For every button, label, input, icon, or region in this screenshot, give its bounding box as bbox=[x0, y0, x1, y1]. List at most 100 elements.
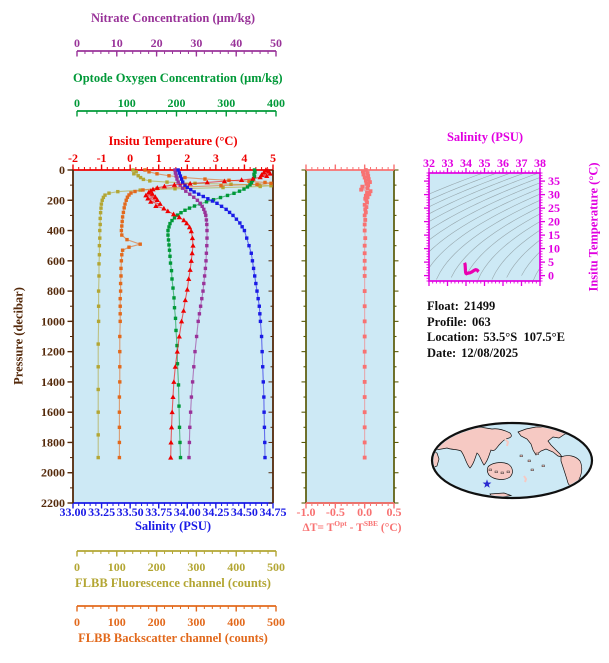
tick-label: 0 bbox=[74, 615, 80, 629]
location-label: Location: bbox=[427, 330, 479, 344]
tick-label: 100 bbox=[118, 96, 136, 110]
series-temperature bbox=[143, 167, 273, 460]
series-delta-t bbox=[359, 168, 373, 460]
fluorescence-axis: 0 100 200 300 400 500 bbox=[74, 550, 285, 574]
tick-label: 400 bbox=[227, 560, 245, 574]
tick-label: 34.50 bbox=[231, 505, 258, 519]
tick-label: 34.25 bbox=[202, 505, 229, 519]
tick-label: -1 bbox=[97, 151, 107, 165]
tick-label: 34.75 bbox=[260, 505, 287, 519]
tick-label: 33.25 bbox=[88, 505, 115, 519]
ts-temperature-axis-title: Insitu Temperature (°C) bbox=[586, 162, 601, 292]
float-value: 21499 bbox=[463, 299, 496, 313]
tick-label: 5 bbox=[270, 151, 276, 165]
tick-label: 300 bbox=[217, 96, 235, 110]
tick-label: 1 bbox=[156, 151, 162, 165]
tick-label: 35 bbox=[548, 174, 560, 188]
tick-label: 600 bbox=[47, 254, 65, 268]
tick-label: 0 bbox=[74, 560, 80, 574]
tick-label: 2200 bbox=[41, 496, 65, 510]
tick-label: 100 bbox=[108, 560, 126, 574]
tick-label: 100 bbox=[108, 615, 126, 629]
tick-label: 200 bbox=[148, 560, 166, 574]
tick-label: 1000 bbox=[41, 314, 65, 328]
series-salinity bbox=[176, 168, 267, 460]
tick-label: 1600 bbox=[41, 405, 65, 419]
delta-t-axis-title: ΔT= TOpt - TSBE (°C) bbox=[302, 519, 402, 534]
tick-label: 38 bbox=[534, 156, 546, 170]
tick-label: 10 bbox=[548, 242, 560, 256]
tick-label: 500 bbox=[267, 560, 285, 574]
tick-label: 32 bbox=[423, 156, 435, 170]
temperature-axis-title: Insitu Temperature (°C) bbox=[108, 134, 238, 148]
tick-label: 800 bbox=[47, 284, 65, 298]
nitrate-axis: 0 10 20 30 40 50 bbox=[74, 36, 282, 57]
float-location-star bbox=[482, 479, 492, 488]
density-contours bbox=[429, 173, 540, 281]
tick-label: 40 bbox=[230, 36, 242, 50]
tick-label: 37 bbox=[516, 156, 528, 170]
fluorescence-axis-title: FLBB Fluorescence channel (counts) bbox=[75, 576, 271, 590]
float-info-row: Profile: 063 bbox=[427, 315, 565, 331]
backscatter-axis-title: FLBB Backscatter channel (counts) bbox=[78, 631, 268, 645]
oxygen-axis-title: Optode Oxygen Concentration (μm/kg) bbox=[73, 71, 283, 85]
tick-label: 30 bbox=[190, 36, 202, 50]
tick-label: 3 bbox=[213, 151, 219, 165]
tick-label: 20 bbox=[151, 36, 163, 50]
tick-label: 4 bbox=[241, 151, 247, 165]
tick-label: 36 bbox=[497, 156, 509, 170]
ts-salinity-axis-title: Salinity (PSU) bbox=[446, 130, 524, 144]
tick-label: 50 bbox=[270, 36, 282, 50]
profile-label: Profile: bbox=[427, 314, 468, 329]
delta-t-bottom-axis: -1.0 -0.5 0.0 0.5 bbox=[297, 502, 402, 519]
profile-value: 063 bbox=[472, 314, 491, 329]
tick-label: 400 bbox=[227, 615, 245, 629]
salinity-axis-title: Salinity (PSU) bbox=[134, 519, 212, 533]
series-ts-curve bbox=[463, 261, 480, 276]
tick-label: 34.00 bbox=[174, 505, 201, 519]
tick-label: 2 bbox=[184, 151, 190, 165]
series-nitrate bbox=[173, 168, 209, 460]
tick-label: 400 bbox=[47, 224, 65, 238]
salinity-axis: 33.00 33.25 33.50 33.75 34.00 34.25 34.50 34.75 bbox=[60, 502, 287, 519]
pressure-axis-title: Pressure (decibar) bbox=[11, 287, 26, 385]
tick-label: 0 bbox=[59, 163, 65, 177]
tick-label: 1400 bbox=[41, 375, 65, 389]
tick-label: 0.0 bbox=[357, 505, 372, 519]
tick-label: 34 bbox=[460, 156, 472, 170]
date-value: 12/08/2025 bbox=[461, 345, 519, 360]
tick-label: 33.75 bbox=[145, 505, 172, 519]
tick-label: 25 bbox=[548, 201, 560, 215]
float-info-row: Location: 53.5°S 107.5°E bbox=[427, 330, 565, 346]
temperature-axis: -2 -1 0 1 2 3 4 5 bbox=[68, 151, 276, 171]
oxygen-axis: 0 100 200 300 400 bbox=[74, 96, 285, 117]
tick-label: 0 bbox=[74, 96, 80, 110]
float-info-block: Float: 21499 Profile: 063 Location: 53.5°S … bbox=[427, 299, 565, 361]
tick-label: 33.50 bbox=[117, 505, 144, 519]
tick-label: 500 bbox=[267, 615, 285, 629]
tick-label: 0.5 bbox=[387, 505, 402, 519]
delta-t-plot-area: -1.0 -0.5 0.0 0.5 bbox=[297, 164, 402, 519]
tick-label: 35 bbox=[479, 156, 491, 170]
tick-label: 10 bbox=[111, 36, 123, 50]
tick-label: -0.5 bbox=[326, 505, 345, 519]
tick-label: 1800 bbox=[41, 435, 65, 449]
tick-label: 200 bbox=[168, 96, 186, 110]
tick-label: -2 bbox=[68, 151, 78, 165]
tick-label: 2000 bbox=[41, 466, 65, 480]
tick-label: 300 bbox=[187, 560, 205, 574]
main-right-spine bbox=[268, 169, 274, 504]
tick-label: 0 bbox=[127, 151, 133, 165]
backscatter-axis: 0 100 200 300 400 500 bbox=[74, 605, 285, 629]
tick-label: 33 bbox=[442, 156, 454, 170]
tick-label: 0 bbox=[74, 36, 80, 50]
tick-label: -1.0 bbox=[297, 505, 316, 519]
delta-t-top-axis bbox=[305, 164, 395, 171]
tick-label: 200 bbox=[47, 193, 65, 207]
tick-label: 30 bbox=[548, 188, 560, 202]
tick-label: 400 bbox=[267, 96, 285, 110]
tick-label: 15 bbox=[548, 228, 560, 242]
